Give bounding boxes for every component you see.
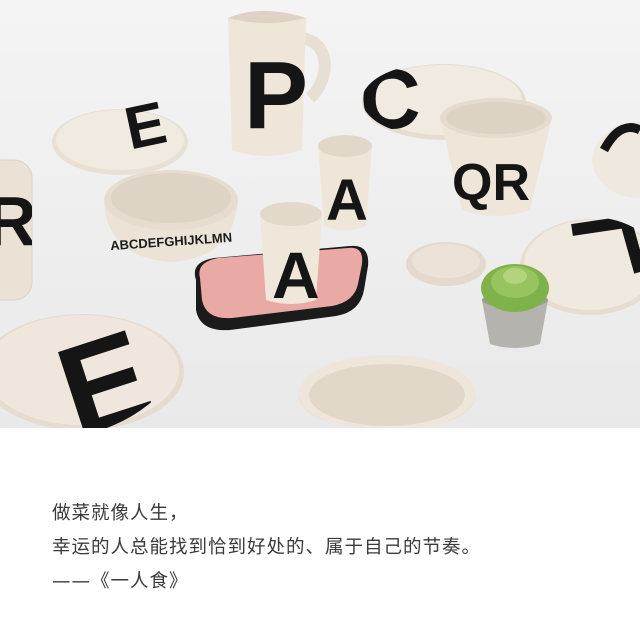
potted-plant [481, 264, 549, 348]
plate-left-edge: R [0, 159, 37, 301]
plate-bottom-left: E [0, 301, 184, 428]
bowl-alphabet: ABCDEFGHIJKLMN [104, 170, 238, 262]
bowl-right-letters: QR [452, 154, 530, 212]
caption: 做菜就像人生， 幸运的人总能找到恰到好处的、属于自己的节奏。 ——《一人食》 [52, 497, 612, 599]
plate-right [520, 217, 640, 315]
small-dish [406, 242, 486, 286]
caption-line-2: 幸运的人总能找到恰到好处的、属于自己的节奏。 [52, 537, 482, 558]
cup-left: A [260, 202, 322, 312]
bowl-right: QR [440, 98, 552, 216]
caption-attribution: ——《一人食》 [52, 571, 189, 592]
cup-left-letter: A [272, 238, 320, 312]
plate-far-right [592, 122, 640, 198]
tableware-photo: R E P C QR [0, 0, 640, 428]
pitcher-letter: P [244, 42, 308, 149]
cup-right-letter: A [326, 168, 368, 233]
pitcher: P [228, 11, 331, 156]
plate-left-edge-letter: R [0, 182, 37, 260]
cup-right: A [318, 135, 372, 233]
bowl-bottom [298, 355, 476, 428]
caption-line-1: 做菜就像人生， [52, 503, 189, 524]
